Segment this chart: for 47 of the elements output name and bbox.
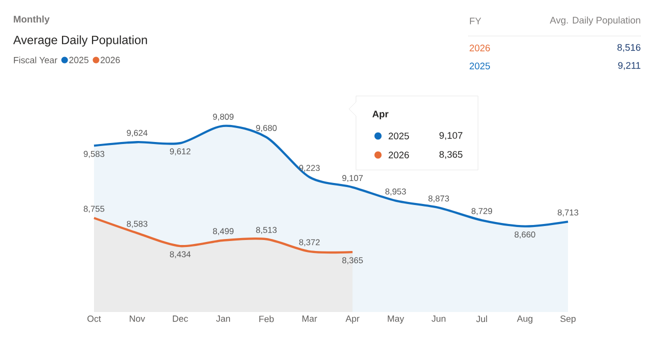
x-tick-label: Feb xyxy=(259,316,274,322)
chart-subtitle: Monthly xyxy=(14,16,50,24)
data-label: 9,223 xyxy=(299,164,320,172)
x-tick-label: Dec xyxy=(172,316,188,322)
text: 2026 xyxy=(470,44,490,52)
data-label: 8,953 xyxy=(385,188,406,196)
data-label: 8,713 xyxy=(558,209,578,216)
legend-title: Fiscal Year xyxy=(14,56,58,64)
data-label: 9,612 xyxy=(170,148,190,156)
x-tick-label: Jul xyxy=(476,316,487,322)
data-label: 9,809 xyxy=(213,114,234,121)
data-label: 9,680 xyxy=(256,124,277,132)
data-label: 8,434 xyxy=(170,251,191,258)
text: 2025 xyxy=(470,62,490,70)
data-label: 8,660 xyxy=(514,232,536,239)
annotation: 8,365 xyxy=(439,151,462,159)
x-tick-label: Apr xyxy=(346,316,360,324)
data-label: 8,365 xyxy=(342,257,363,264)
text: 8,516 xyxy=(617,44,640,52)
text: Apr xyxy=(372,110,388,120)
x-tick-label: Aug xyxy=(516,316,532,324)
data-label: 9,107 xyxy=(342,175,363,182)
text: FY xyxy=(470,18,482,24)
text: 9,211 xyxy=(618,62,640,70)
data-label: 9,624 xyxy=(126,130,148,137)
x-tick-label: May xyxy=(388,316,404,324)
chart-title: Average Daily Population xyxy=(13,35,147,47)
data-label: 8,583 xyxy=(126,220,148,228)
legend-label: 2026 xyxy=(100,56,120,64)
x-tick-label: Mar xyxy=(302,316,318,322)
data-label: 9,583 xyxy=(84,150,104,158)
data-label: 8,513 xyxy=(256,226,277,234)
x-tick-label: Nov xyxy=(130,316,146,322)
x-tick-label: Jan xyxy=(216,316,230,322)
x-tick-label: Jun xyxy=(432,316,446,322)
text: Avg. Daily Population xyxy=(550,16,640,26)
data-label: 8,729 xyxy=(472,208,492,216)
x-tick-label: Sep xyxy=(560,316,576,324)
annotation: 9,107 xyxy=(439,132,462,140)
data-label: 8,372 xyxy=(299,239,320,246)
legend-label: 2025 xyxy=(69,56,88,64)
annotation: 2026 xyxy=(388,152,409,158)
annotation: 2025 xyxy=(388,132,409,140)
data-label: 8,873 xyxy=(428,195,449,202)
data-label: 8,755 xyxy=(84,206,104,213)
x-tick-label: Oct xyxy=(87,316,101,322)
data-label: 8,499 xyxy=(213,228,234,236)
